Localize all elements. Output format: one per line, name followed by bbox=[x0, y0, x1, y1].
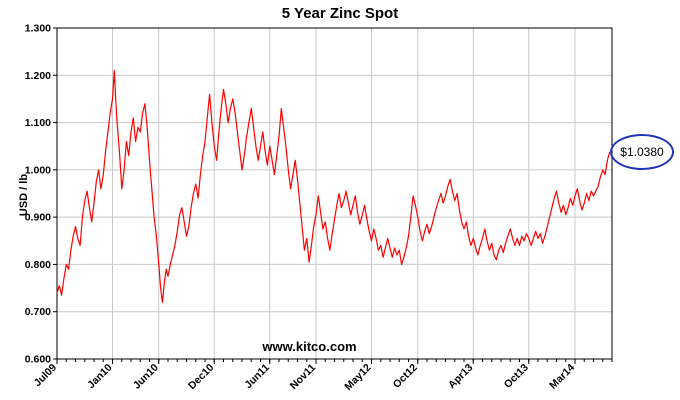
x-tick-label: Oct13 bbox=[502, 362, 531, 391]
x-tick-label: Apr13 bbox=[446, 362, 476, 392]
x-tick-label: Jun10 bbox=[131, 362, 161, 392]
x-tick-label: Dec10 bbox=[186, 362, 216, 392]
plot-border bbox=[56, 27, 613, 360]
price-line bbox=[56, 70, 611, 303]
y-tick-label: 1.300 bbox=[25, 23, 51, 35]
y-tick-label: 0.900 bbox=[25, 212, 51, 224]
y-tick-label: 0.600 bbox=[25, 354, 51, 366]
y-tick-label: 0.800 bbox=[25, 259, 51, 271]
y-tick-label: 0.700 bbox=[25, 306, 51, 318]
chart-title: 5 Year Zinc Spot bbox=[281, 5, 399, 22]
x-tick-label: May12 bbox=[342, 362, 373, 393]
price-annotation-label: $1.0380 bbox=[620, 144, 664, 159]
price-annotation-ellipse: $1.0380 bbox=[610, 133, 674, 170]
x-tick-label: Jul09 bbox=[32, 362, 60, 390]
x-tick-label: Mar14 bbox=[547, 362, 577, 392]
x-tick-label: Jun11 bbox=[242, 362, 272, 392]
kitco-watermark: www.kitco.com bbox=[261, 339, 356, 354]
x-tick-label: Nov11 bbox=[288, 362, 318, 392]
x-tick-label: Oct12 bbox=[391, 362, 420, 391]
x-tick-label: Jan10 bbox=[85, 362, 115, 392]
y-tick-label: 1.100 bbox=[25, 117, 51, 129]
y-axis-label: USD / lb bbox=[18, 173, 30, 217]
y-tick-label: 1.000 bbox=[25, 164, 51, 176]
y-tick-label: 1.200 bbox=[25, 70, 51, 82]
